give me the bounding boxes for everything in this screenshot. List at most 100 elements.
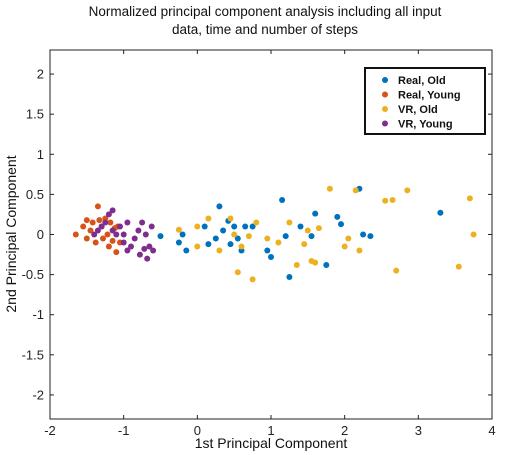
point-series-2-30 bbox=[466, 195, 473, 202]
point-series-3-3 bbox=[102, 219, 109, 226]
point-series-0-14 bbox=[242, 223, 249, 230]
point-series-1-1 bbox=[80, 223, 87, 230]
point-series-0-22 bbox=[308, 233, 315, 240]
point-series-2-9 bbox=[245, 233, 252, 240]
legend-marker-2 bbox=[382, 106, 388, 112]
point-series-3-4 bbox=[105, 211, 112, 218]
x-axis-label: 1st Principal Component bbox=[195, 435, 348, 451]
y-tick-label-2: -1 bbox=[32, 307, 44, 322]
point-series-0-25 bbox=[334, 213, 341, 220]
chart-title-line-1: Normalized principal component analysis … bbox=[89, 4, 442, 19]
point-series-1-8 bbox=[96, 217, 103, 224]
point-series-2-14 bbox=[286, 219, 293, 226]
legend-label-1: Real, Young bbox=[398, 90, 461, 102]
x-tick-label-3: 1 bbox=[267, 423, 274, 438]
point-series-0-19 bbox=[282, 233, 289, 240]
point-series-1-4 bbox=[87, 227, 94, 234]
point-series-2-29 bbox=[455, 263, 462, 270]
point-series-3-8 bbox=[117, 223, 123, 230]
point-series-0-12 bbox=[234, 235, 241, 242]
point-series-0-30 bbox=[437, 209, 444, 216]
y-axis-ticks: -2 -1.5 -1 -0.5 0 0.5 1 1.5 2 bbox=[22, 67, 492, 402]
legend-marker-1 bbox=[382, 91, 388, 98]
point-series-0-26 bbox=[338, 221, 344, 228]
legend-label-2: VR, Old bbox=[398, 104, 438, 116]
point-series-2-0 bbox=[175, 226, 182, 233]
x-tick-label-0: -2 bbox=[44, 423, 56, 438]
point-series-2-26 bbox=[389, 197, 396, 203]
point-series-0-28 bbox=[360, 231, 367, 238]
legend-label-3: VR, Young bbox=[398, 119, 453, 131]
point-series-2-20 bbox=[315, 225, 322, 232]
point-series-2-7 bbox=[234, 269, 241, 276]
point-series-3-17 bbox=[142, 231, 149, 238]
legend-label-0: Real, Old bbox=[398, 75, 446, 87]
point-series-3-22 bbox=[124, 219, 131, 226]
point-series-0-10 bbox=[227, 241, 234, 248]
point-series-2-10 bbox=[249, 276, 256, 283]
point-series-2-5 bbox=[227, 215, 234, 222]
point-series-1-14 bbox=[107, 219, 114, 226]
point-series-0-21 bbox=[297, 223, 304, 230]
y-tick-label-7: 1.5 bbox=[26, 107, 44, 122]
point-series-3-11 bbox=[128, 243, 134, 250]
point-series-3-12 bbox=[131, 235, 138, 242]
legend-marker-0 bbox=[382, 77, 388, 83]
point-series-1-15 bbox=[109, 237, 116, 244]
point-series-3-7 bbox=[113, 231, 120, 238]
point-series-2-19 bbox=[312, 259, 319, 266]
point-series-1-3 bbox=[83, 235, 90, 242]
point-series-3-18 bbox=[144, 255, 151, 262]
point-series-2-12 bbox=[264, 235, 271, 242]
point-series-0-3 bbox=[183, 247, 190, 254]
point-series-0-16 bbox=[264, 247, 271, 254]
point-series-0-8 bbox=[220, 227, 227, 234]
point-series-3-21 bbox=[150, 247, 157, 254]
point-series-3-14 bbox=[136, 251, 143, 258]
point-series-1-2 bbox=[83, 217, 90, 224]
point-series-3-13 bbox=[135, 227, 142, 234]
legend-marker-3 bbox=[382, 120, 388, 127]
point-series-3-2 bbox=[98, 223, 105, 230]
y-tick-label-3: -0.5 bbox=[22, 267, 44, 282]
point-series-0-15 bbox=[249, 223, 256, 230]
x-tick-label-4: 2 bbox=[341, 423, 348, 438]
point-series-0-18 bbox=[279, 197, 286, 203]
point-series-0-11 bbox=[231, 223, 238, 230]
point-series-2-1 bbox=[194, 223, 201, 230]
point-series-1-12 bbox=[104, 231, 111, 238]
point-series-1-17 bbox=[113, 249, 120, 256]
point-series-1-0 bbox=[72, 231, 79, 238]
point-series-3-15 bbox=[139, 219, 146, 226]
point-series-3-10 bbox=[124, 247, 131, 254]
x-axis-ticks: -2 -1 0 1 2 3 4 bbox=[44, 50, 496, 438]
point-series-3-20 bbox=[148, 223, 155, 230]
point-series-3-5 bbox=[109, 207, 116, 214]
point-series-0-17 bbox=[268, 254, 274, 260]
x-tick-label-6: 4 bbox=[488, 423, 495, 438]
point-series-2-23 bbox=[345, 235, 352, 242]
point-series-2-6 bbox=[231, 231, 238, 238]
point-series-2-2 bbox=[194, 243, 201, 250]
x-tick-label-1: -1 bbox=[118, 423, 130, 438]
point-series-3-0 bbox=[91, 231, 98, 238]
point-series-0-5 bbox=[205, 241, 212, 248]
point-series-2-28 bbox=[404, 187, 411, 194]
point-series-3-6 bbox=[109, 227, 116, 234]
x-tick-label-5: 3 bbox=[415, 423, 422, 438]
y-tick-label-1: -1.5 bbox=[22, 347, 44, 362]
point-series-1-6 bbox=[92, 239, 99, 246]
point-series-1-7 bbox=[94, 203, 101, 210]
point-series-0-20 bbox=[286, 274, 293, 280]
chart-title-line-2: data, time and number of steps bbox=[172, 22, 358, 37]
point-series-0-29 bbox=[367, 233, 374, 240]
point-series-0-6 bbox=[212, 235, 219, 242]
point-series-0-4 bbox=[201, 223, 208, 230]
point-series-2-24 bbox=[352, 187, 359, 194]
point-series-2-16 bbox=[301, 241, 308, 248]
point-series-3-1 bbox=[94, 227, 101, 234]
point-series-2-11 bbox=[253, 219, 260, 226]
point-series-2-17 bbox=[304, 227, 311, 234]
point-series-0-1 bbox=[175, 239, 182, 246]
